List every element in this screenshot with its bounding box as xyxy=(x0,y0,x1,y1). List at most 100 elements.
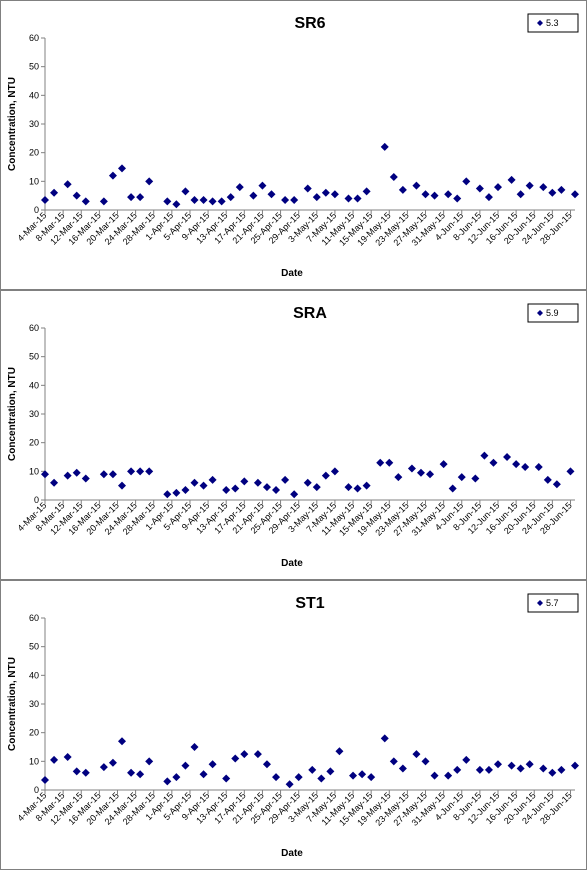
y-tick-label: 60 xyxy=(29,33,39,43)
data-point xyxy=(475,184,484,193)
data-point xyxy=(240,750,249,759)
data-point xyxy=(557,185,566,194)
data-point xyxy=(108,470,117,479)
data-point xyxy=(552,480,561,489)
data-point xyxy=(262,760,271,769)
data-point xyxy=(163,777,172,786)
data-point xyxy=(426,470,435,479)
y-tick-label: 20 xyxy=(29,148,39,158)
data-point xyxy=(281,475,290,484)
data-point xyxy=(430,771,439,780)
data-point xyxy=(439,460,448,469)
data-point xyxy=(108,171,117,180)
legend-marker xyxy=(537,20,543,26)
data-point xyxy=(253,750,262,759)
data-point xyxy=(99,197,108,206)
data-point xyxy=(385,458,394,467)
data-point xyxy=(222,485,231,494)
data-point xyxy=(321,188,330,197)
data-point xyxy=(566,467,575,476)
data-point xyxy=(380,734,389,743)
data-point xyxy=(99,763,108,772)
data-point xyxy=(344,483,353,492)
y-tick-label: 60 xyxy=(29,613,39,623)
data-point xyxy=(548,188,557,197)
data-point xyxy=(362,481,371,490)
data-point xyxy=(258,181,267,190)
data-point xyxy=(127,467,136,476)
data-point xyxy=(349,771,358,780)
y-axis-label: Concentration, NTU xyxy=(7,77,18,171)
data-point xyxy=(453,765,462,774)
data-point xyxy=(199,481,208,490)
data-point xyxy=(303,184,312,193)
data-point xyxy=(453,194,462,203)
data-point xyxy=(50,188,59,197)
data-point xyxy=(190,743,199,751)
data-point xyxy=(281,195,290,204)
data-point xyxy=(81,474,90,483)
data-point xyxy=(308,765,317,774)
y-tick-label: 0 xyxy=(34,495,39,505)
data-point xyxy=(312,193,321,202)
data-point xyxy=(118,737,127,746)
data-point xyxy=(136,193,145,202)
data-point xyxy=(503,453,512,461)
data-point xyxy=(199,770,208,779)
data-point xyxy=(525,181,534,190)
data-point xyxy=(571,190,579,199)
data-point xyxy=(539,764,548,773)
data-point xyxy=(127,768,136,777)
data-point xyxy=(72,468,81,477)
data-point xyxy=(127,193,136,202)
legend-marker xyxy=(537,310,543,316)
data-point xyxy=(484,193,493,202)
data-point xyxy=(262,483,271,492)
data-point xyxy=(321,471,330,480)
data-point xyxy=(272,773,281,782)
y-axis-label: Concentration, NTU xyxy=(7,367,18,461)
data-point xyxy=(63,471,72,480)
data-point xyxy=(444,190,453,199)
data-point xyxy=(421,757,430,766)
data-point xyxy=(475,765,484,774)
data-point xyxy=(407,464,416,473)
y-tick-label: 40 xyxy=(29,90,39,100)
y-tick-label: 20 xyxy=(29,728,39,738)
data-point xyxy=(136,467,145,476)
y-tick-label: 50 xyxy=(29,642,39,652)
data-point xyxy=(480,451,489,460)
chart-title: SR6 xyxy=(294,15,325,32)
data-point xyxy=(231,754,240,763)
data-point xyxy=(208,475,217,484)
data-point xyxy=(358,770,367,779)
x-axis-label: Date xyxy=(281,848,303,859)
data-point xyxy=(330,190,339,199)
data-point xyxy=(172,488,181,497)
data-point xyxy=(516,190,525,199)
y-tick-label: 30 xyxy=(29,409,39,419)
data-point xyxy=(41,775,49,784)
data-point xyxy=(416,468,425,477)
data-point xyxy=(462,755,471,764)
y-tick-label: 50 xyxy=(29,62,39,72)
chart-title: ST1 xyxy=(295,595,324,612)
data-point xyxy=(548,768,557,777)
data-point xyxy=(63,180,72,189)
data-point xyxy=(190,195,199,204)
legend-box xyxy=(527,593,579,613)
data-point xyxy=(353,484,362,493)
data-point xyxy=(353,194,362,203)
data-point xyxy=(457,473,466,482)
data-point xyxy=(493,760,502,769)
data-point xyxy=(181,761,190,770)
y-tick-label: 0 xyxy=(34,205,39,215)
data-point xyxy=(512,460,521,469)
data-point xyxy=(163,197,172,206)
data-point xyxy=(226,193,235,202)
data-point xyxy=(362,187,371,196)
